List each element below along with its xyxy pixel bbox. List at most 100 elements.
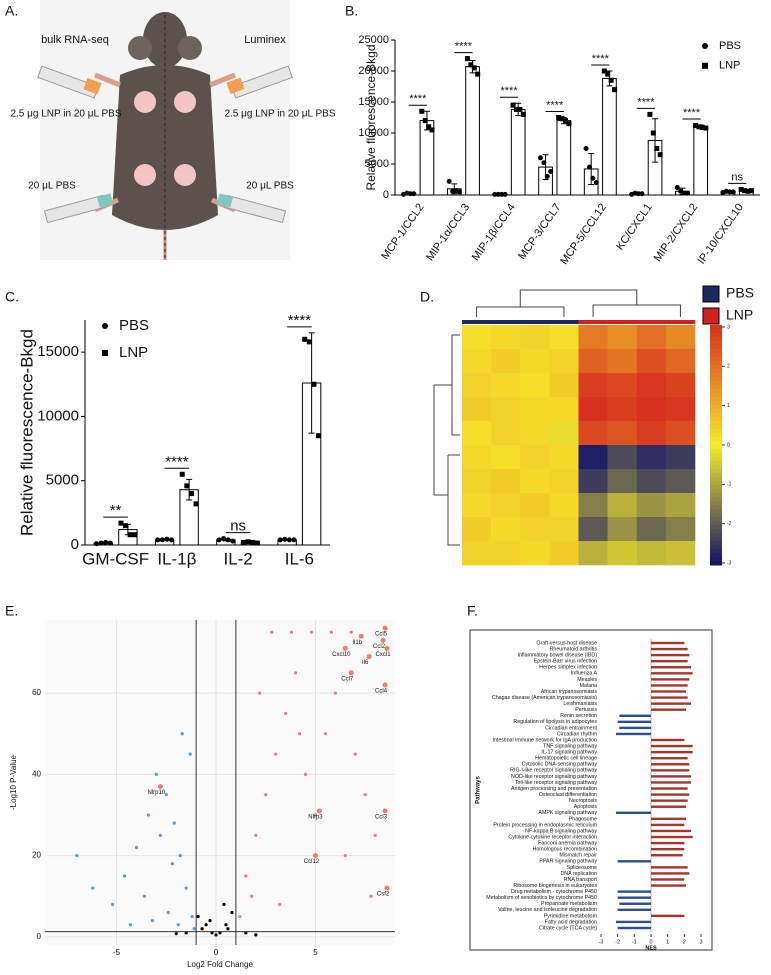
heatmap-cell — [462, 397, 492, 422]
bar — [651, 750, 693, 754]
colorbar-label: 1 — [727, 403, 730, 409]
data-point — [164, 793, 168, 797]
data-point — [254, 833, 258, 837]
colorbar-segment — [710, 357, 722, 362]
colorbar-segment — [710, 381, 722, 386]
data-point — [238, 914, 242, 919]
heatmap-cell — [520, 469, 550, 494]
bar — [510, 108, 526, 196]
heatmap-cell — [607, 445, 638, 470]
colorbar-segment — [710, 369, 722, 374]
colorbar-segment — [710, 497, 722, 502]
bar — [651, 696, 688, 699]
data-point — [544, 173, 550, 179]
data-point — [188, 491, 194, 497]
column-group-bar — [578, 320, 608, 324]
data-point — [647, 111, 653, 117]
x-tick-label: -5 — [113, 948, 121, 957]
significance-label: ns — [230, 518, 246, 535]
data-point — [593, 180, 599, 186]
heatmap-cell — [578, 373, 608, 398]
data-point — [286, 537, 292, 543]
data-point — [475, 71, 481, 77]
legend-label: PBS — [726, 285, 754, 301]
heatmap-cell — [462, 493, 492, 518]
data-point — [208, 919, 212, 923]
legend-label: LNP — [719, 60, 740, 72]
colorbar-segment — [710, 333, 722, 338]
data-point — [254, 540, 260, 546]
heatmap-cell — [462, 325, 492, 350]
heatmap-cell — [636, 469, 667, 494]
data-point — [742, 188, 748, 194]
gene-label: Cxcl10 — [332, 652, 351, 658]
gene-label: Il6 — [362, 660, 369, 666]
y-tick-label: Ribosome biogenesis in eukaryotes — [513, 883, 597, 889]
data-point — [468, 62, 474, 68]
data-point — [654, 146, 660, 151]
y-tick-label: 5000 — [46, 472, 79, 489]
y-tick-label: 10000 — [37, 407, 79, 424]
method-label: bulk RNA-seq — [41, 34, 109, 46]
annotated-point — [157, 784, 163, 790]
x-tick-label: -2 — [615, 939, 620, 945]
y-tick-label: Spliceosome — [567, 865, 597, 871]
x-tick-label: 0 — [649, 939, 652, 945]
x-tick-label: IL-2 — [223, 549, 252, 568]
heatmap-cell — [665, 373, 696, 398]
heatmap-cell — [636, 397, 667, 422]
y-tick-label: 40 — [32, 769, 41, 778]
data-point — [745, 188, 751, 194]
data-point — [681, 190, 687, 196]
heatmap-cell — [491, 517, 521, 542]
data-point — [164, 536, 170, 542]
y-tick-label: Toll-like receptor signaling pathway — [515, 780, 597, 786]
row-dendrogram — [433, 334, 460, 546]
bar — [651, 647, 688, 651]
heatmap-cell — [462, 517, 492, 542]
y-tick-label: Propanoate metabolism — [541, 901, 598, 907]
colorbar-segment — [710, 385, 722, 390]
y-tick-label: 20000 — [358, 65, 389, 77]
data-point — [170, 862, 174, 866]
heatmap-cell — [520, 421, 550, 446]
y-tick-label: Leishmaniasis — [563, 701, 597, 707]
colorbar-segment — [710, 477, 722, 482]
data-point — [154, 772, 158, 776]
x-tick-label: IL-1β — [157, 549, 196, 568]
data-point — [456, 189, 462, 195]
gene-label: Il1b — [352, 640, 362, 646]
colorbar-segment — [710, 437, 722, 442]
y-tick-label: NOD-like receptor signaling pathway — [511, 774, 597, 780]
colorbar-segment — [710, 353, 722, 358]
bar — [651, 738, 685, 742]
column-dendrogram — [476, 289, 681, 317]
y-tick-label: Metabolism of xenobiotics by cytochrome … — [486, 895, 597, 901]
data-point — [134, 845, 139, 850]
y-tick-label: Antigen processing and presentation — [511, 786, 597, 792]
bar — [616, 920, 651, 924]
y-tick-label: Intestinal immune network for IgA produc… — [492, 737, 597, 743]
data-point — [590, 175, 596, 181]
data-point — [216, 537, 222, 543]
colorbar-segment — [710, 329, 722, 334]
x-tick-label: KC/CXCL1 — [614, 202, 655, 253]
heatmap-cell — [665, 445, 696, 470]
heatmap-cell — [549, 517, 579, 542]
bar — [651, 787, 688, 790]
data-point — [548, 168, 554, 174]
colorbar-segment — [710, 473, 722, 478]
bar — [465, 66, 480, 196]
annotated-point — [316, 808, 322, 814]
data-point — [250, 894, 254, 898]
annotated-point — [382, 808, 388, 814]
colorbar-segment — [710, 397, 722, 402]
y-tick-label: 0 — [37, 932, 42, 941]
heatmap-cell — [665, 469, 696, 494]
x-tick-label: MIP-1α/CCL3 — [424, 202, 472, 264]
x-tick-label: 0 — [214, 948, 219, 957]
heatmap-cell — [491, 493, 521, 518]
data-point — [353, 752, 357, 756]
y-tick-label: NF-kappa B signaling pathway — [525, 828, 597, 834]
data-point — [422, 118, 428, 124]
